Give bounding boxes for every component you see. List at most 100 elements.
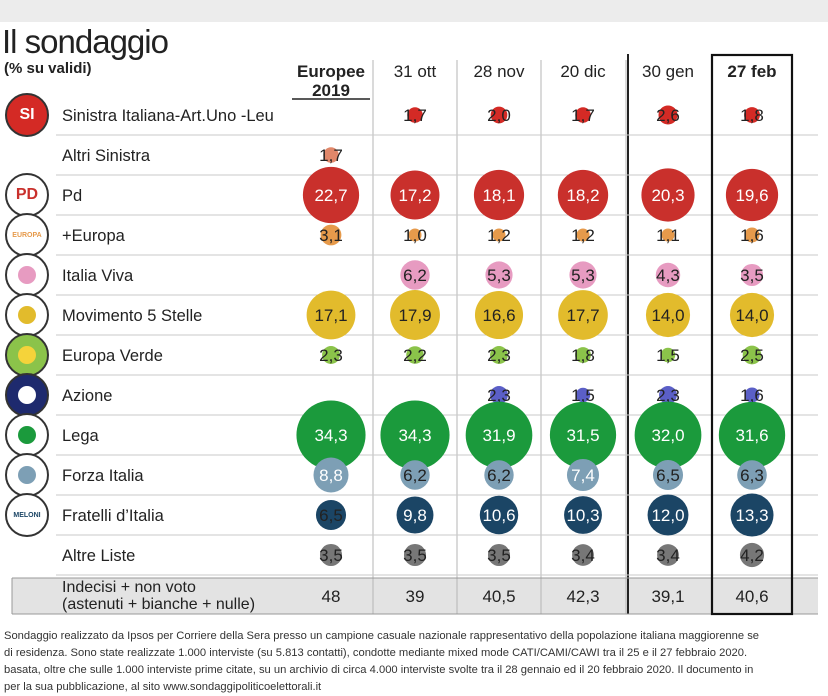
logo-mark [18, 426, 36, 444]
value-bubble [403, 543, 427, 567]
value-label: 16,6 [482, 306, 515, 325]
value-label: 9,8 [403, 506, 427, 525]
value-bubble [575, 347, 591, 363]
logo-mark [18, 266, 36, 284]
logo-text: PD [15, 186, 39, 203]
value-bubble [658, 105, 678, 125]
value-bubble [323, 147, 339, 163]
value-bubble [645, 292, 691, 338]
value-label: 6,2 [403, 266, 427, 285]
party-label: Italia Viva [62, 267, 134, 285]
value-label: 2,2 [403, 346, 427, 365]
value-bubble [390, 170, 440, 220]
undecided-value: 42,3 [566, 587, 599, 606]
party-label: Europa Verde [62, 347, 163, 365]
value-label: 3,1 [319, 226, 343, 245]
value-label: 13,3 [735, 506, 768, 525]
value-bubble [564, 496, 602, 534]
value-bubble [634, 401, 702, 469]
party-label: Pd [62, 187, 82, 205]
party-label: Sinistra Italiana-Art.Uno -Leu [62, 107, 274, 125]
value-label: 17,1 [314, 306, 347, 325]
value-bubble [647, 494, 689, 536]
value-label: 1,5 [656, 346, 680, 365]
value-bubble [744, 227, 760, 243]
value-label: 22,7 [314, 186, 347, 205]
sinistra-italiana-logo: SI [5, 93, 49, 137]
column-header: 28 nov [473, 62, 525, 81]
value-bubble [558, 290, 608, 340]
value-bubble [742, 345, 762, 365]
value-label: 17,2 [398, 186, 431, 205]
value-label: 17,9 [398, 306, 431, 325]
value-label: 6,5 [319, 506, 343, 525]
logo-mark [18, 306, 36, 324]
value-label: 20,3 [651, 186, 684, 205]
value-label: 2,5 [740, 346, 764, 365]
lega-logo [5, 413, 49, 457]
value-bubble [657, 544, 679, 566]
value-label: 6,5 [656, 466, 680, 485]
party-label: +Europa [62, 227, 126, 245]
undecided-value: 39,1 [651, 587, 684, 606]
value-label: 6,2 [403, 466, 427, 485]
undecided-value: 39 [406, 587, 425, 606]
europa-verde-logo [5, 333, 49, 377]
value-bubble [739, 542, 765, 568]
piu-europa-logo: EUROPA [5, 213, 49, 257]
value-label: 2,3 [656, 386, 680, 405]
value-label: 2,3 [487, 386, 511, 405]
value-label: 31,9 [482, 426, 515, 445]
value-bubble [652, 459, 684, 491]
value-label: 8,8 [319, 466, 343, 485]
value-bubble [490, 386, 508, 404]
value-bubble [575, 387, 591, 403]
party-label: Fratelli d’Italia [62, 507, 165, 525]
value-label: 1,2 [487, 226, 511, 245]
logo-mark [18, 386, 36, 404]
party-label: Lega [62, 427, 100, 445]
value-label: 2,0 [487, 106, 511, 125]
value-bubble [322, 346, 340, 364]
value-label: 12,0 [651, 506, 684, 525]
column-header: 31 ott [394, 62, 437, 81]
value-label: 14,0 [651, 306, 684, 325]
methodology-line-3: basata, oltre che sulle 1.000 interviste… [4, 664, 754, 676]
value-bubble [302, 166, 360, 224]
value-bubble [490, 346, 508, 364]
value-bubble [661, 228, 675, 242]
undecided-value: 40,5 [482, 587, 515, 606]
value-bubble [725, 168, 779, 222]
value-label: 3,4 [656, 546, 680, 565]
party-label: Altri Sinistra [62, 147, 151, 165]
logo-text: SI [19, 106, 35, 123]
undecided-value: 40,6 [735, 587, 768, 606]
value-bubble [315, 499, 347, 531]
value-bubble [557, 169, 609, 221]
party-label: Azione [62, 387, 112, 405]
value-bubble [400, 460, 430, 490]
value-label: 14,0 [735, 306, 768, 325]
value-label: 3,5 [319, 546, 343, 565]
value-label: 1,8 [571, 346, 595, 365]
value-label: 34,3 [398, 426, 431, 445]
value-label: 19,6 [735, 186, 768, 205]
value-bubble [575, 107, 591, 123]
value-bubble [408, 228, 422, 242]
value-bubble [465, 401, 533, 469]
value-label: 18,1 [482, 186, 515, 205]
undecided-row-band [12, 578, 818, 614]
methodology-line-1: Sondaggio realizzato da Ipsos per Corrie… [4, 630, 760, 642]
value-label: 2,3 [487, 346, 511, 365]
value-label: 5,3 [571, 266, 595, 285]
chart-title: Il sondaggio [2, 23, 169, 60]
value-bubble [473, 169, 525, 221]
value-bubble [492, 228, 506, 242]
value-bubble [744, 387, 760, 403]
value-label: 3,5 [403, 546, 427, 565]
value-label: 2,6 [656, 106, 680, 125]
value-label: 4,3 [656, 266, 680, 285]
value-label: 1,7 [319, 146, 343, 165]
value-label: 3,4 [571, 546, 595, 565]
